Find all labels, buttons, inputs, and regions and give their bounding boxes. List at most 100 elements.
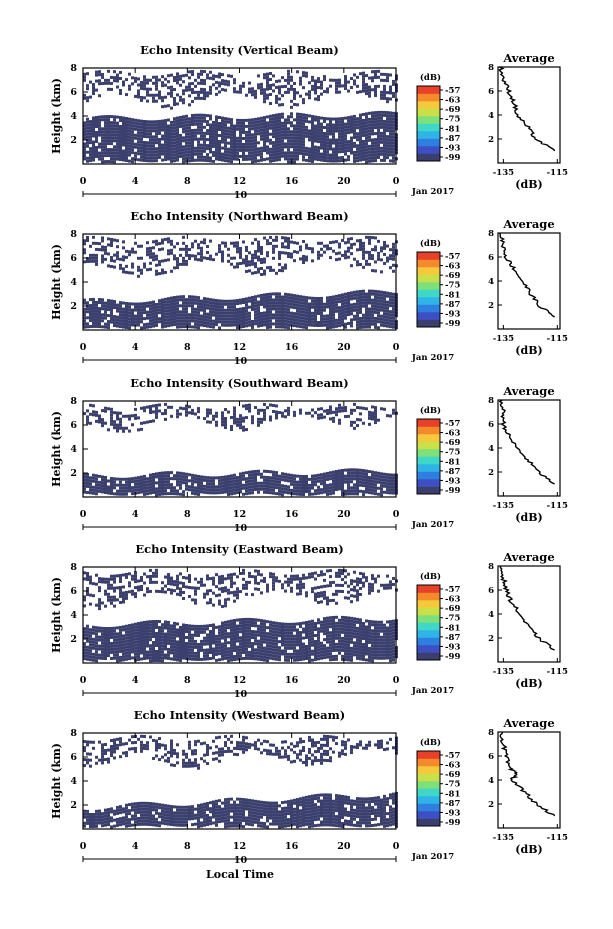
profile-x-tick-label: -115 (547, 667, 568, 677)
colorbar-tick-label: -87 (445, 467, 460, 477)
profile-y-tick-label: 8 (488, 562, 494, 572)
profile-title: Average (502, 51, 554, 65)
colorbar-segment (417, 622, 440, 631)
colorbar-segment (417, 441, 440, 450)
colorbar-segment (417, 86, 440, 94)
profile-x-label: (dB) (515, 843, 542, 856)
echo-layer-upper (83, 568, 398, 611)
x-tick-label: 16 (285, 342, 299, 353)
x-tick-label: 0 (393, 509, 400, 520)
x-tick-label: 12 (233, 342, 246, 353)
colorbar-tick-label: -69 (445, 271, 460, 281)
profile-y-tick-label: 6 (488, 586, 494, 596)
y-tick-label: 2 (70, 301, 77, 312)
x-tick-label: 16 (285, 176, 299, 187)
panel-5: Echo Intensity (Westward Beam) 2 4 6 8 Height… (50, 708, 568, 866)
colorbar-tick-label: -81 (445, 623, 460, 633)
colorbar-segment (417, 434, 440, 442)
colorbar-tick-label: -75 (445, 780, 460, 790)
colorbar-segment (417, 304, 440, 313)
colorbar-unit: (dB) (420, 238, 441, 249)
colorbar-segment (417, 773, 440, 782)
colorbar-unit: (dB) (420, 737, 441, 748)
profile-y-tick-label: 8 (488, 63, 494, 73)
colorbar-segment (417, 267, 440, 275)
y-axis-label: Height (km) (50, 577, 63, 653)
x-tick-label: 0 (80, 675, 87, 686)
colorbar-unit: (dB) (420, 72, 441, 83)
colorbar-tick-label: -81 (445, 124, 460, 134)
colorbar-segment (417, 751, 440, 759)
colorbar-tick-label: -63 (445, 761, 460, 771)
colorbar-segment (417, 788, 440, 797)
x-tick-label: 20 (337, 675, 351, 686)
y-tick-label: 6 (70, 586, 77, 597)
colorbar-segment (417, 449, 440, 457)
colorbar-tick-label: -63 (445, 96, 460, 106)
x-tick-label: 0 (393, 342, 400, 353)
profile-line (498, 232, 555, 318)
profile-y-tick-label: 2 (488, 301, 494, 311)
profile-y-tick-label: 4 (488, 111, 494, 121)
echo-layer-lower (83, 468, 398, 497)
x-tick-label: 12 (233, 509, 246, 520)
colorbar-segment (417, 312, 440, 320)
colorbar-frame (416, 85, 441, 162)
x-tick-label: 12 (233, 841, 246, 852)
y-axis-label: Height (km) (50, 78, 63, 154)
panel-title: Echo Intensity (Westward Beam) (134, 708, 345, 722)
profile-x-tick-label: -135 (493, 667, 514, 677)
profile-x-tick-label: -115 (547, 168, 568, 178)
colorbar-tick-label: -57 (445, 252, 460, 262)
x-tick-label: 8 (184, 176, 191, 187)
echo-layer-upper (83, 235, 398, 278)
profile-y-tick-label: 2 (488, 634, 494, 644)
profile-y-tick-label: 2 (488, 135, 494, 145)
colorbar-tick-label: -63 (445, 262, 460, 272)
x-tick-label: 0 (393, 675, 400, 686)
colorbar-segment (417, 252, 440, 260)
profile-x-label: (dB) (515, 677, 542, 690)
colorbar-tick-label: -57 (445, 86, 460, 96)
profile-y-tick-label: 6 (488, 420, 494, 430)
colorbar-tick-label: -93 (445, 476, 460, 486)
panel-title: Echo Intensity (Northward Beam) (130, 209, 348, 223)
profile-x-tick-label: -115 (547, 833, 568, 843)
colorbar-segment (417, 297, 440, 305)
colorbar-tick-label: -63 (445, 595, 460, 605)
profile-y-tick-label: 4 (488, 277, 494, 287)
y-tick-label: 4 (70, 277, 77, 288)
colorbar-segment (417, 600, 440, 608)
colorbar-segment (417, 116, 440, 124)
profile-x-label: (dB) (515, 511, 542, 524)
colorbar-segment (417, 471, 440, 480)
x-tick-label: 20 (337, 176, 351, 187)
colorbar-frame (416, 750, 441, 827)
month-label: Jan 2017 (411, 686, 454, 696)
x-tick-label: 16 (285, 509, 299, 520)
colorbar-segment (417, 93, 440, 102)
colorbar-segment (417, 319, 440, 328)
profile-y-tick-label: 6 (488, 253, 494, 263)
profile-y-tick-label: 4 (488, 776, 494, 786)
profile-frame (497, 66, 561, 164)
colorbar-tick-label: -69 (445, 438, 460, 448)
x-tick-label: 12 (233, 176, 246, 187)
y-tick-label: 2 (70, 634, 77, 645)
y-tick-label: 6 (70, 420, 77, 431)
profile-y-tick-label: 4 (488, 444, 494, 454)
colorbar-unit: (dB) (420, 405, 441, 416)
colorbar-tick-label: -93 (445, 309, 460, 319)
colorbar-segment (417, 652, 440, 661)
colorbar-tick-label: -87 (445, 799, 460, 809)
profile-y-tick-label: 4 (488, 610, 494, 620)
profile-x-label: (dB) (515, 178, 542, 191)
panel-title: Echo Intensity (Eastward Beam) (135, 542, 343, 556)
echo-layer-lower (83, 615, 398, 663)
x-tick-label: 4 (132, 176, 139, 187)
colorbar-segment (417, 645, 440, 653)
colorbar-tick-label: -57 (445, 585, 460, 595)
profile-y-tick-label: 8 (488, 728, 494, 738)
x-tick-label: 16 (285, 675, 299, 686)
